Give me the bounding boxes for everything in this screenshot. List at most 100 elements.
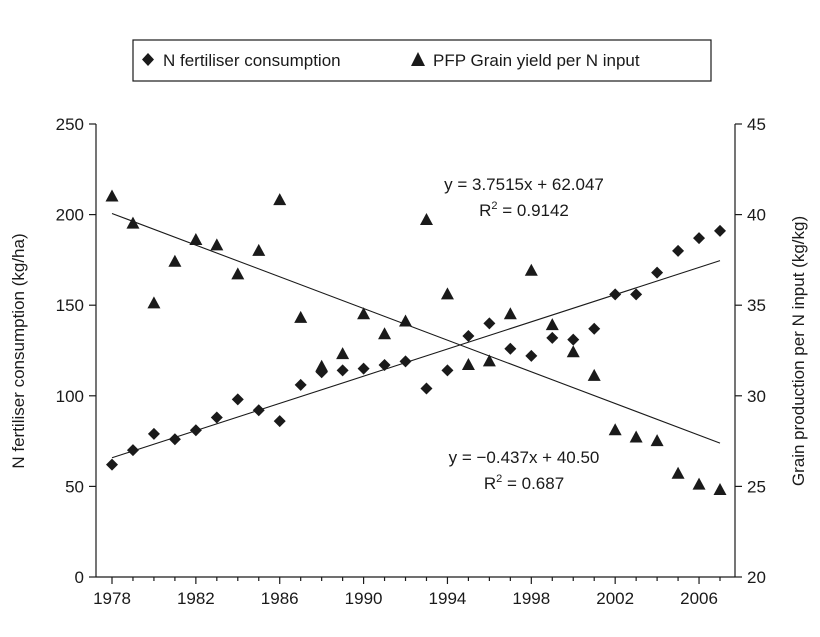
diamond-point bbox=[189, 424, 202, 437]
triangle-point bbox=[629, 430, 643, 443]
triangle-point bbox=[524, 263, 538, 276]
right-y-tick-label: 25 bbox=[747, 477, 766, 496]
diamond-point bbox=[168, 433, 181, 446]
triangle-point bbox=[231, 267, 245, 280]
legend: N fertiliser consumption PFP Grain yield… bbox=[132, 39, 712, 82]
triangle-point bbox=[545, 318, 559, 331]
triangle-point bbox=[461, 357, 475, 370]
diamond-point bbox=[336, 364, 349, 377]
triangle-point bbox=[147, 296, 161, 309]
x-tick-label: 1978 bbox=[93, 589, 131, 608]
triangle-point bbox=[587, 368, 601, 381]
left-y-tick-label: 0 bbox=[75, 568, 84, 587]
left-y-tick-label: 100 bbox=[56, 387, 84, 406]
triangle-point bbox=[336, 347, 350, 360]
trendlines bbox=[111, 212, 721, 459]
legend-label-pfp-grain-yield: PFP Grain yield per N input bbox=[433, 51, 640, 70]
left-y-tick-label: 200 bbox=[56, 206, 84, 225]
diamond-point bbox=[714, 224, 726, 237]
triangle-point bbox=[482, 354, 496, 367]
diamond-point bbox=[525, 349, 538, 362]
left-y-axis-title: N fertiliser consumption (kg/ha) bbox=[9, 233, 28, 468]
x-tick-label: 2002 bbox=[596, 589, 634, 608]
right-y-tick-label: 45 bbox=[747, 115, 766, 134]
diamond-point bbox=[378, 358, 391, 371]
triangle-point bbox=[608, 423, 622, 436]
trendline-fertiliser bbox=[111, 260, 721, 459]
x-tick-label: 1990 bbox=[345, 589, 383, 608]
triangle-point bbox=[566, 345, 580, 358]
triangle-point bbox=[126, 216, 140, 229]
diamond-point bbox=[567, 333, 580, 346]
diamond-point bbox=[147, 427, 160, 440]
diamond-point bbox=[483, 317, 496, 330]
legend-diamond-marker bbox=[142, 53, 154, 66]
triangle-point bbox=[294, 310, 308, 323]
triangle-point bbox=[399, 314, 413, 327]
diamond-point bbox=[210, 411, 223, 424]
trendline-annotation-pfp: y = −0.437x + 40.50 R2 = 0.687 bbox=[449, 448, 600, 493]
x-ticks: 1978 1982 1986 1990 1994 1998 2002 2006 bbox=[93, 577, 721, 608]
right-y-axis-title: Grain production per N input (kg/kg) bbox=[789, 216, 808, 486]
triangle-point bbox=[440, 287, 454, 300]
left-y-tick-label: 50 bbox=[65, 477, 84, 496]
right-y-ticks: 20 25 30 35 40 45 bbox=[735, 115, 766, 587]
series-n-fertiliser-points bbox=[106, 224, 726, 471]
diamond-point bbox=[588, 322, 601, 335]
left-y-tick-label: 250 bbox=[56, 115, 84, 134]
diamond-point bbox=[546, 331, 559, 344]
legend-label-n-fertiliser: N fertiliser consumption bbox=[163, 51, 341, 70]
r-squared-pfp: R2 = 0.687 bbox=[484, 473, 564, 493]
triangle-point bbox=[419, 213, 433, 226]
diamond-point bbox=[630, 288, 643, 301]
right-y-tick-label: 30 bbox=[747, 387, 766, 406]
trendline-pfp bbox=[111, 212, 721, 444]
axes bbox=[95, 124, 736, 578]
diamond-point bbox=[357, 362, 370, 375]
right-y-tick-label: 35 bbox=[747, 296, 766, 315]
diamond-point bbox=[504, 342, 517, 355]
series-pfp-grain-yield-points bbox=[105, 189, 727, 496]
triangle-point bbox=[210, 238, 224, 251]
x-tick-label: 2006 bbox=[680, 589, 718, 608]
diamond-point bbox=[399, 355, 412, 368]
triangle-point bbox=[692, 477, 706, 490]
diamond-point bbox=[693, 232, 706, 245]
triangle-point bbox=[650, 434, 664, 447]
trendline-annotation-fertiliser: y = 3.7515x + 62.047 R2 = 0.9142 bbox=[444, 175, 604, 220]
triangle-point bbox=[671, 466, 685, 479]
triangle-point bbox=[503, 307, 517, 320]
left-y-ticks: 0 50 100 150 200 250 bbox=[56, 115, 96, 587]
triangle-point bbox=[168, 254, 182, 267]
diamond-point bbox=[420, 382, 433, 395]
x-tick-label: 1998 bbox=[512, 589, 550, 608]
x-tick-label: 1986 bbox=[261, 589, 299, 608]
triangle-point bbox=[273, 193, 287, 206]
left-y-tick-label: 150 bbox=[56, 296, 84, 315]
triangle-point bbox=[189, 232, 203, 245]
diamond-point bbox=[609, 288, 622, 301]
diamond-point bbox=[462, 330, 475, 343]
equation-fertiliser: y = 3.7515x + 62.047 bbox=[444, 175, 604, 194]
triangle-point bbox=[105, 189, 119, 202]
legend-triangle-marker bbox=[411, 52, 425, 66]
r-squared-fertiliser: R2 = 0.9142 bbox=[479, 200, 569, 220]
triangle-point bbox=[378, 327, 392, 340]
diamond-point bbox=[231, 393, 244, 406]
x-tick-label: 1994 bbox=[429, 589, 467, 608]
right-y-tick-label: 40 bbox=[747, 206, 766, 225]
diamond-point bbox=[273, 415, 286, 428]
diamond-point bbox=[252, 404, 265, 417]
diamond-point bbox=[672, 244, 685, 257]
diamond-point bbox=[294, 378, 307, 391]
equation-pfp: y = −0.437x + 40.50 bbox=[449, 448, 600, 467]
diamond-point bbox=[106, 458, 118, 471]
diamond-point bbox=[651, 266, 664, 279]
triangle-point bbox=[252, 243, 266, 256]
diamond-point bbox=[441, 364, 454, 377]
right-y-tick-label: 20 bbox=[747, 568, 766, 587]
triangle-point bbox=[713, 483, 727, 496]
triangle-point bbox=[315, 359, 329, 372]
diamond-point bbox=[126, 444, 139, 457]
